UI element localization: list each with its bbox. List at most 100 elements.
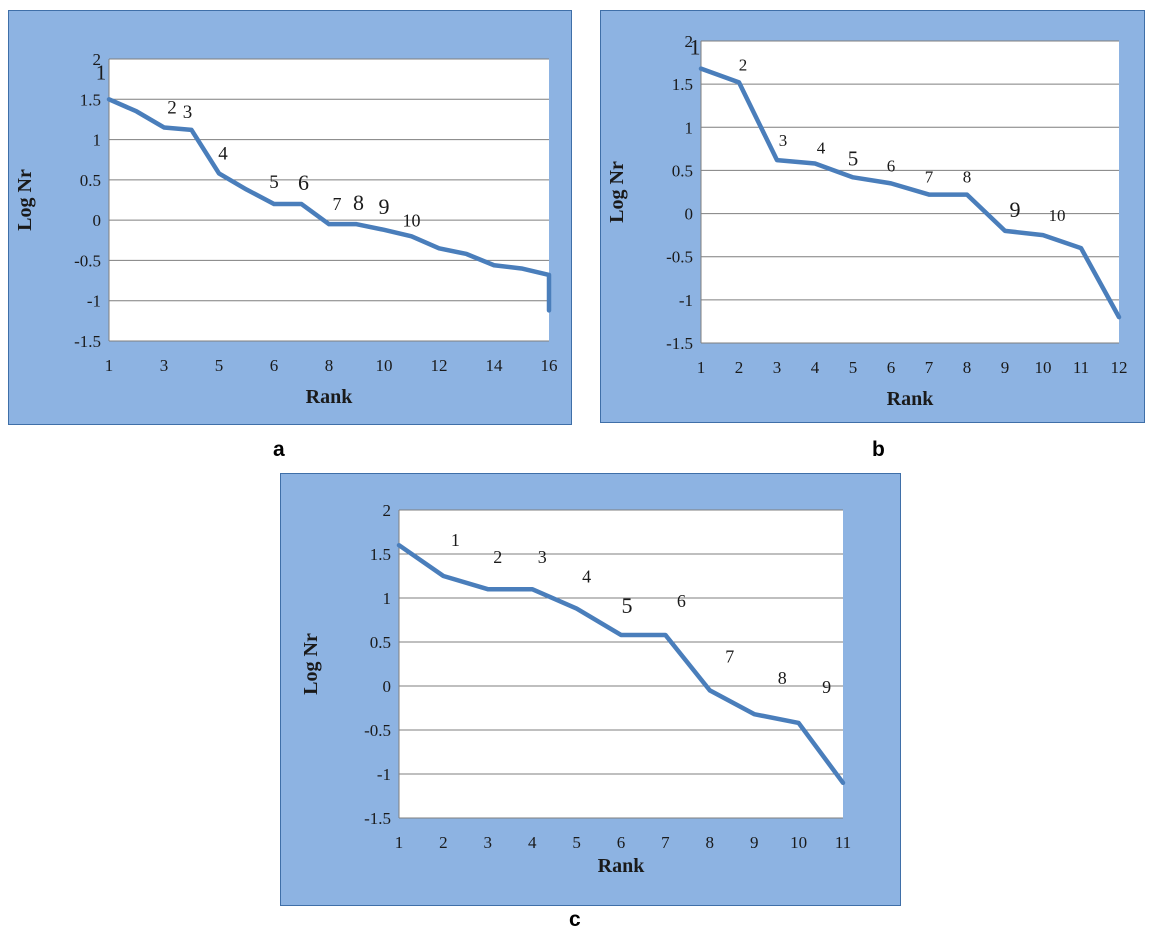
data-label: 1 xyxy=(451,530,460,550)
y-tick-label: -0.5 xyxy=(74,251,101,270)
plot-area xyxy=(399,510,843,818)
data-label: 6 xyxy=(298,170,309,195)
y-tick-label: 0.5 xyxy=(80,171,101,190)
x-tick-label: 5 xyxy=(572,833,581,852)
data-label: 9 xyxy=(1010,197,1021,222)
x-tick-label: 8 xyxy=(325,356,334,375)
data-label: 9 xyxy=(379,194,390,219)
data-label: 3 xyxy=(538,547,547,567)
y-tick-label: -1.5 xyxy=(364,809,391,828)
y-tick-label: 1 xyxy=(93,131,102,150)
panel-label-a: a xyxy=(273,438,285,461)
data-label: 1 xyxy=(690,35,701,60)
y-tick-label: -1 xyxy=(87,292,101,311)
chart-panel-c: 2 1.5 1 0.5 0 -0.5 -1 -1.5 1 2 3 4 5 6 7 8 9 10 11 1 2 3 4 5 6 7 8… xyxy=(280,473,901,906)
y-tick-label: -0.5 xyxy=(364,721,391,740)
y-tick-label: 1.5 xyxy=(370,545,391,564)
panel-label-c: c xyxy=(569,908,581,931)
y-tick-label: -0.5 xyxy=(666,248,693,267)
data-label: 4 xyxy=(817,139,826,158)
plot-area xyxy=(701,41,1119,343)
y-tick-label: 0.5 xyxy=(672,161,693,180)
y-tick-label: -1 xyxy=(377,765,391,784)
y-tick-label: -1.5 xyxy=(74,332,101,351)
data-label: 6 xyxy=(887,156,896,175)
y-tick-label: 1 xyxy=(685,118,694,137)
data-label: 2 xyxy=(493,547,502,567)
data-label: 10 xyxy=(1049,206,1066,225)
y-axis-title: Log Nr xyxy=(300,633,322,695)
x-tick-label: 5 xyxy=(215,356,224,375)
series-line xyxy=(396,542,846,786)
series-line xyxy=(698,66,1122,320)
data-label: 8 xyxy=(353,190,364,215)
x-tick-label: 4 xyxy=(528,833,537,852)
x-axis-title: Rank xyxy=(887,388,935,410)
x-tick-label: 4 xyxy=(811,358,820,377)
y-tick-label: 1.5 xyxy=(80,90,101,109)
y-tick-label: 0.5 xyxy=(370,633,391,652)
x-tick-label: 2 xyxy=(735,358,744,377)
x-tick-label: 2 xyxy=(439,833,448,852)
y-tick-label: 0 xyxy=(685,205,694,224)
x-tick-label: 6 xyxy=(887,358,896,377)
x-tick-label: 12 xyxy=(431,356,448,375)
x-tick-label: 3 xyxy=(773,358,782,377)
x-tick-label: 8 xyxy=(706,833,715,852)
data-label: 4 xyxy=(582,567,591,587)
x-tick-label: 10 xyxy=(1035,358,1052,377)
data-label: 7 xyxy=(925,168,934,187)
y-axis-title: Log Nr xyxy=(14,169,36,231)
y-tick-label: -1.5 xyxy=(666,334,693,353)
data-label: 3 xyxy=(183,102,193,123)
data-label: 7 xyxy=(333,194,342,214)
plot-area xyxy=(109,59,549,341)
x-tick-label: 6 xyxy=(617,833,626,852)
data-label: 2 xyxy=(167,97,177,118)
data-label: 7 xyxy=(725,646,734,666)
x-tick-label: 10 xyxy=(376,356,393,375)
data-label: 2 xyxy=(739,55,748,74)
data-label: 1 xyxy=(96,60,107,84)
data-label: 5 xyxy=(269,172,279,193)
data-label: 4 xyxy=(218,143,228,164)
x-tick-label: 10 xyxy=(790,833,807,852)
y-axis-title: Log Nr xyxy=(606,161,628,223)
data-label: 6 xyxy=(677,591,686,611)
x-tick-label: 11 xyxy=(835,833,851,852)
x-tick-label: 5 xyxy=(849,358,858,377)
data-label: 8 xyxy=(778,668,787,688)
x-tick-label: 8 xyxy=(963,358,972,377)
x-tick-label: 3 xyxy=(484,833,493,852)
x-tick-label: 3 xyxy=(160,356,169,375)
x-tick-label: 6 xyxy=(270,356,279,375)
x-axis-title: Rank xyxy=(306,386,354,408)
series-line xyxy=(106,97,552,313)
chart-panel-a: 2 1.5 1 0.5 0 -0.5 -1 -1.5 1 3 5 6 8 10 12 14 16 1 2 3 4 5 6 7 8… xyxy=(8,10,572,425)
x-tick-label: 1 xyxy=(697,358,706,377)
x-tick-label: 9 xyxy=(750,833,759,852)
data-label: 5 xyxy=(622,593,633,618)
data-label: 9 xyxy=(822,677,831,697)
data-label: 3 xyxy=(779,131,788,150)
y-tick-label: 0 xyxy=(383,677,392,696)
x-tick-label: 11 xyxy=(1073,358,1089,377)
x-tick-label: 1 xyxy=(105,356,114,375)
y-tick-label: 0 xyxy=(93,211,102,230)
y-tick-label: 1 xyxy=(383,589,392,608)
chart-panel-b: 2 1.5 1 0.5 0 -0.5 -1 -1.5 1 2 3 4 5 6 7 8 9 10 11 12 1 2 3 4 5 6… xyxy=(600,10,1145,423)
y-tick-label: 1.5 xyxy=(672,75,693,94)
x-tick-label: 9 xyxy=(1001,358,1010,377)
x-tick-label: 1 xyxy=(395,833,404,852)
panel-label-b: b xyxy=(872,438,885,461)
y-tick-label: 2 xyxy=(685,32,694,51)
y-tick-label: -1 xyxy=(679,291,693,310)
x-axis-title: Rank xyxy=(598,855,646,877)
x-tick-label: 12 xyxy=(1111,358,1128,377)
x-tick-label: 16 xyxy=(541,356,558,375)
y-tick-label: 2 xyxy=(383,501,392,520)
data-label: 10 xyxy=(403,210,421,230)
x-tick-label: 7 xyxy=(925,358,934,377)
